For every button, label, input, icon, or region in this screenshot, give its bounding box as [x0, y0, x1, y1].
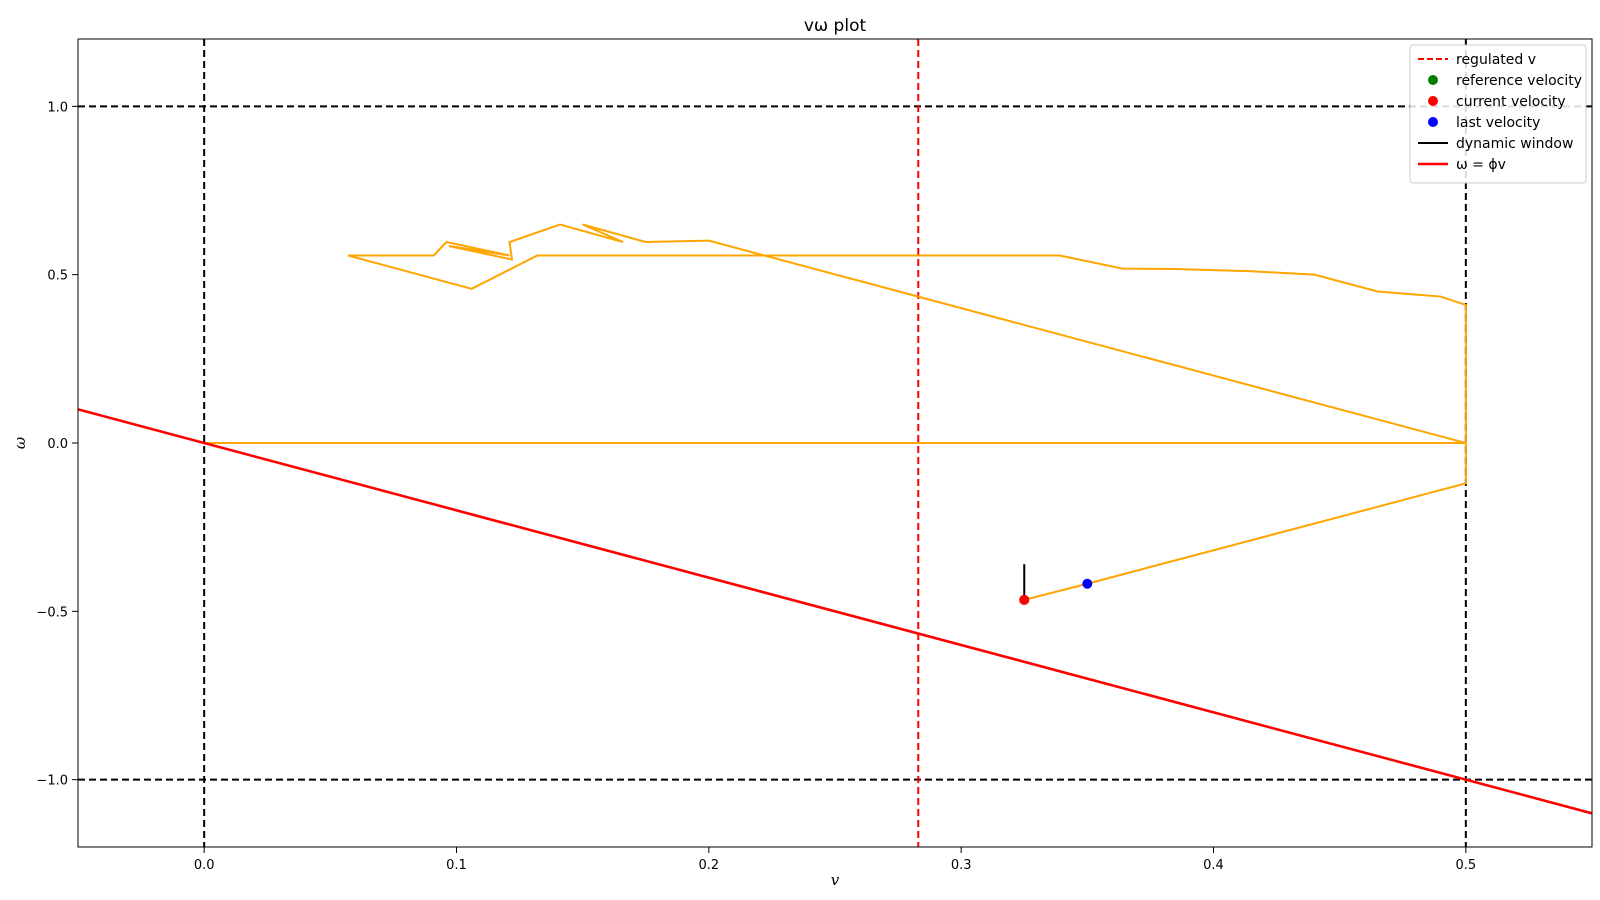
- legend-label-1: reference velocity: [1456, 73, 1582, 89]
- x-tick-label-3: 0.3: [951, 858, 972, 873]
- chart-title: vω plot: [804, 16, 867, 36]
- legend-handle-1: [1428, 75, 1438, 85]
- x-axis-ticks: 0.0 0.1 0.2 0.3 0.4 0.5: [194, 847, 1476, 873]
- legend-label-4: dynamic window: [1456, 136, 1573, 152]
- y-tick-label-2: 0.0: [47, 437, 68, 452]
- y-axis-ticks: −1.0 −0.5 0.0 0.5 1.0: [36, 100, 78, 789]
- legend-handle-2: [1428, 96, 1438, 106]
- legend: regulated v reference velocity current vel…: [1409, 44, 1587, 184]
- x-axis-label: v: [831, 871, 840, 889]
- x-tick-label-4: 0.4: [1203, 858, 1224, 873]
- y-tick-label-4: 1.0: [47, 100, 68, 115]
- y-tick-label-0: −1.0: [36, 774, 68, 789]
- legend-label-3: last velocity: [1456, 115, 1540, 131]
- legend-handle-3: [1428, 117, 1438, 127]
- legend-box: [1409, 44, 1587, 184]
- y-axis-label: ω: [11, 437, 29, 449]
- legend-label-0: regulated v: [1456, 52, 1536, 68]
- x-tick-label-2: 0.2: [698, 858, 719, 873]
- x-tick-label-5: 0.5: [1455, 858, 1476, 873]
- phi-line: [78, 408, 1592, 815]
- plot-area: [78, 39, 1592, 847]
- legend-label-5: ω = ϕv: [1456, 157, 1506, 173]
- current-velocity-point: [1019, 594, 1030, 605]
- x-tick-label-0: 0.0: [194, 858, 215, 873]
- x-tick-label-1: 0.1: [446, 858, 467, 873]
- y-tick-label-1: −0.5: [36, 605, 68, 620]
- legend-label-2: current velocity: [1456, 94, 1566, 110]
- trajectory-line: [204, 223, 1467, 601]
- y-tick-label-3: 0.5: [47, 269, 68, 284]
- last-velocity-point: [1082, 578, 1093, 589]
